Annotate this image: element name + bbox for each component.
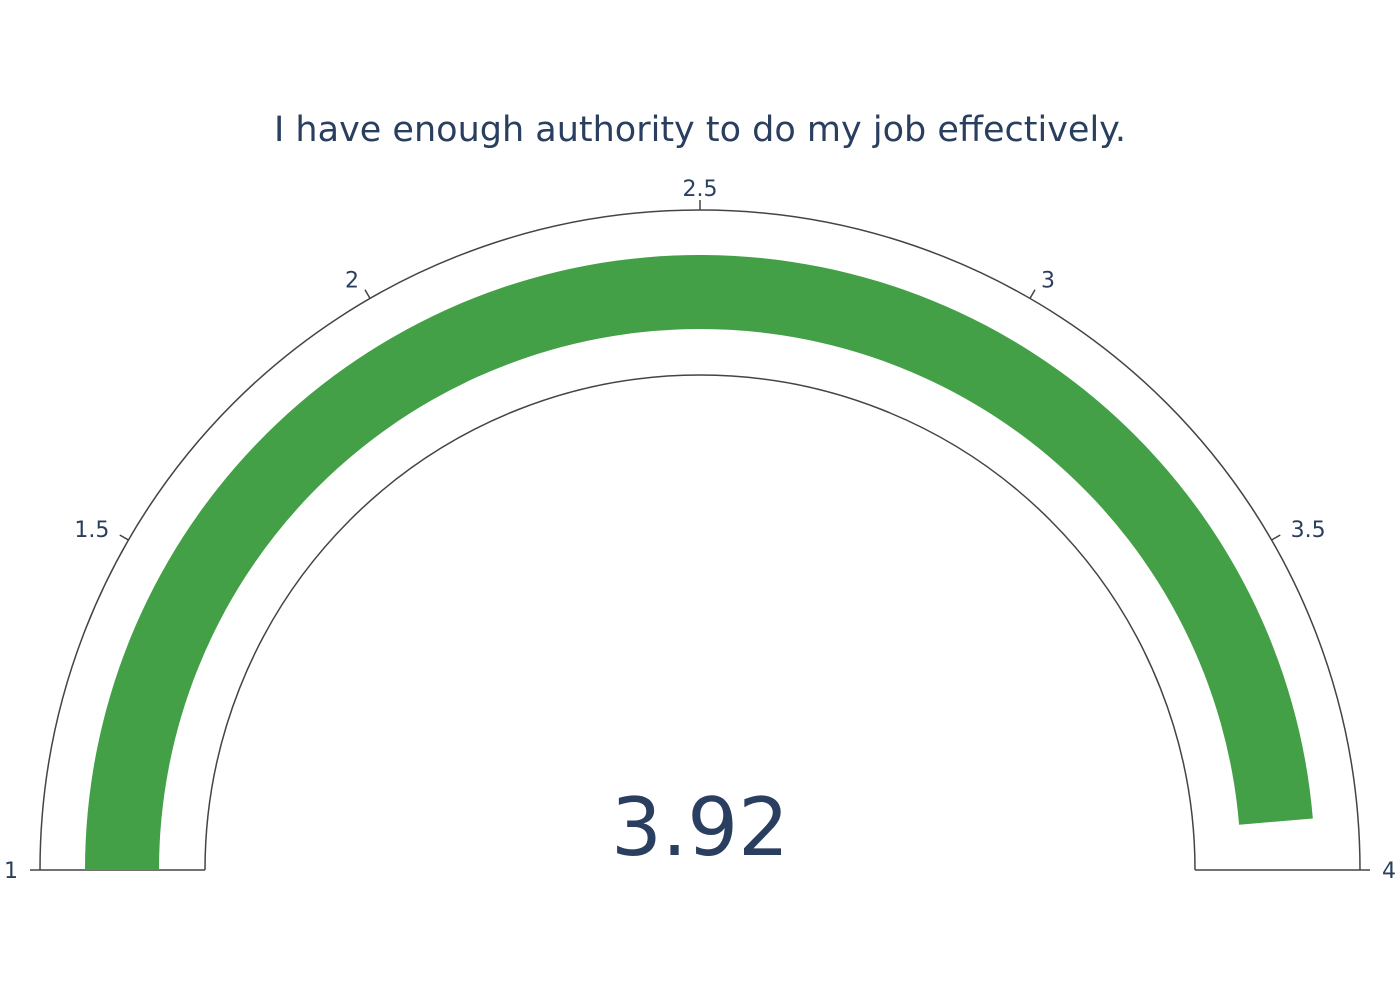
gauge-tick-mark	[1029, 289, 1036, 299]
gauge-tick-mark	[1271, 534, 1281, 541]
gauge-tick-label: 4	[1382, 859, 1396, 884]
gauge-ticks: 1 1.5 2 2.5 3 3.5 4	[4, 177, 1396, 884]
gauge-tick-label: 3	[1041, 268, 1055, 293]
gauge-tick-mark	[119, 534, 129, 541]
gauge-tick-label: 2.5	[683, 177, 718, 202]
gauge-tick-label: 1	[4, 859, 18, 884]
gauge-tick-label: 3.5	[1291, 518, 1326, 543]
gauge-tick-mark	[364, 289, 371, 299]
chart-title: I have enough authority to do my job eff…	[273, 110, 1127, 150]
gauge-tick-label: 1.5	[74, 518, 109, 543]
gauge-value-label: 3.92	[611, 781, 789, 874]
gauge-tick-label: 2	[345, 268, 359, 293]
gauge-outline	[39, 209, 1361, 871]
gauge-value-bar	[85, 254, 1313, 870]
